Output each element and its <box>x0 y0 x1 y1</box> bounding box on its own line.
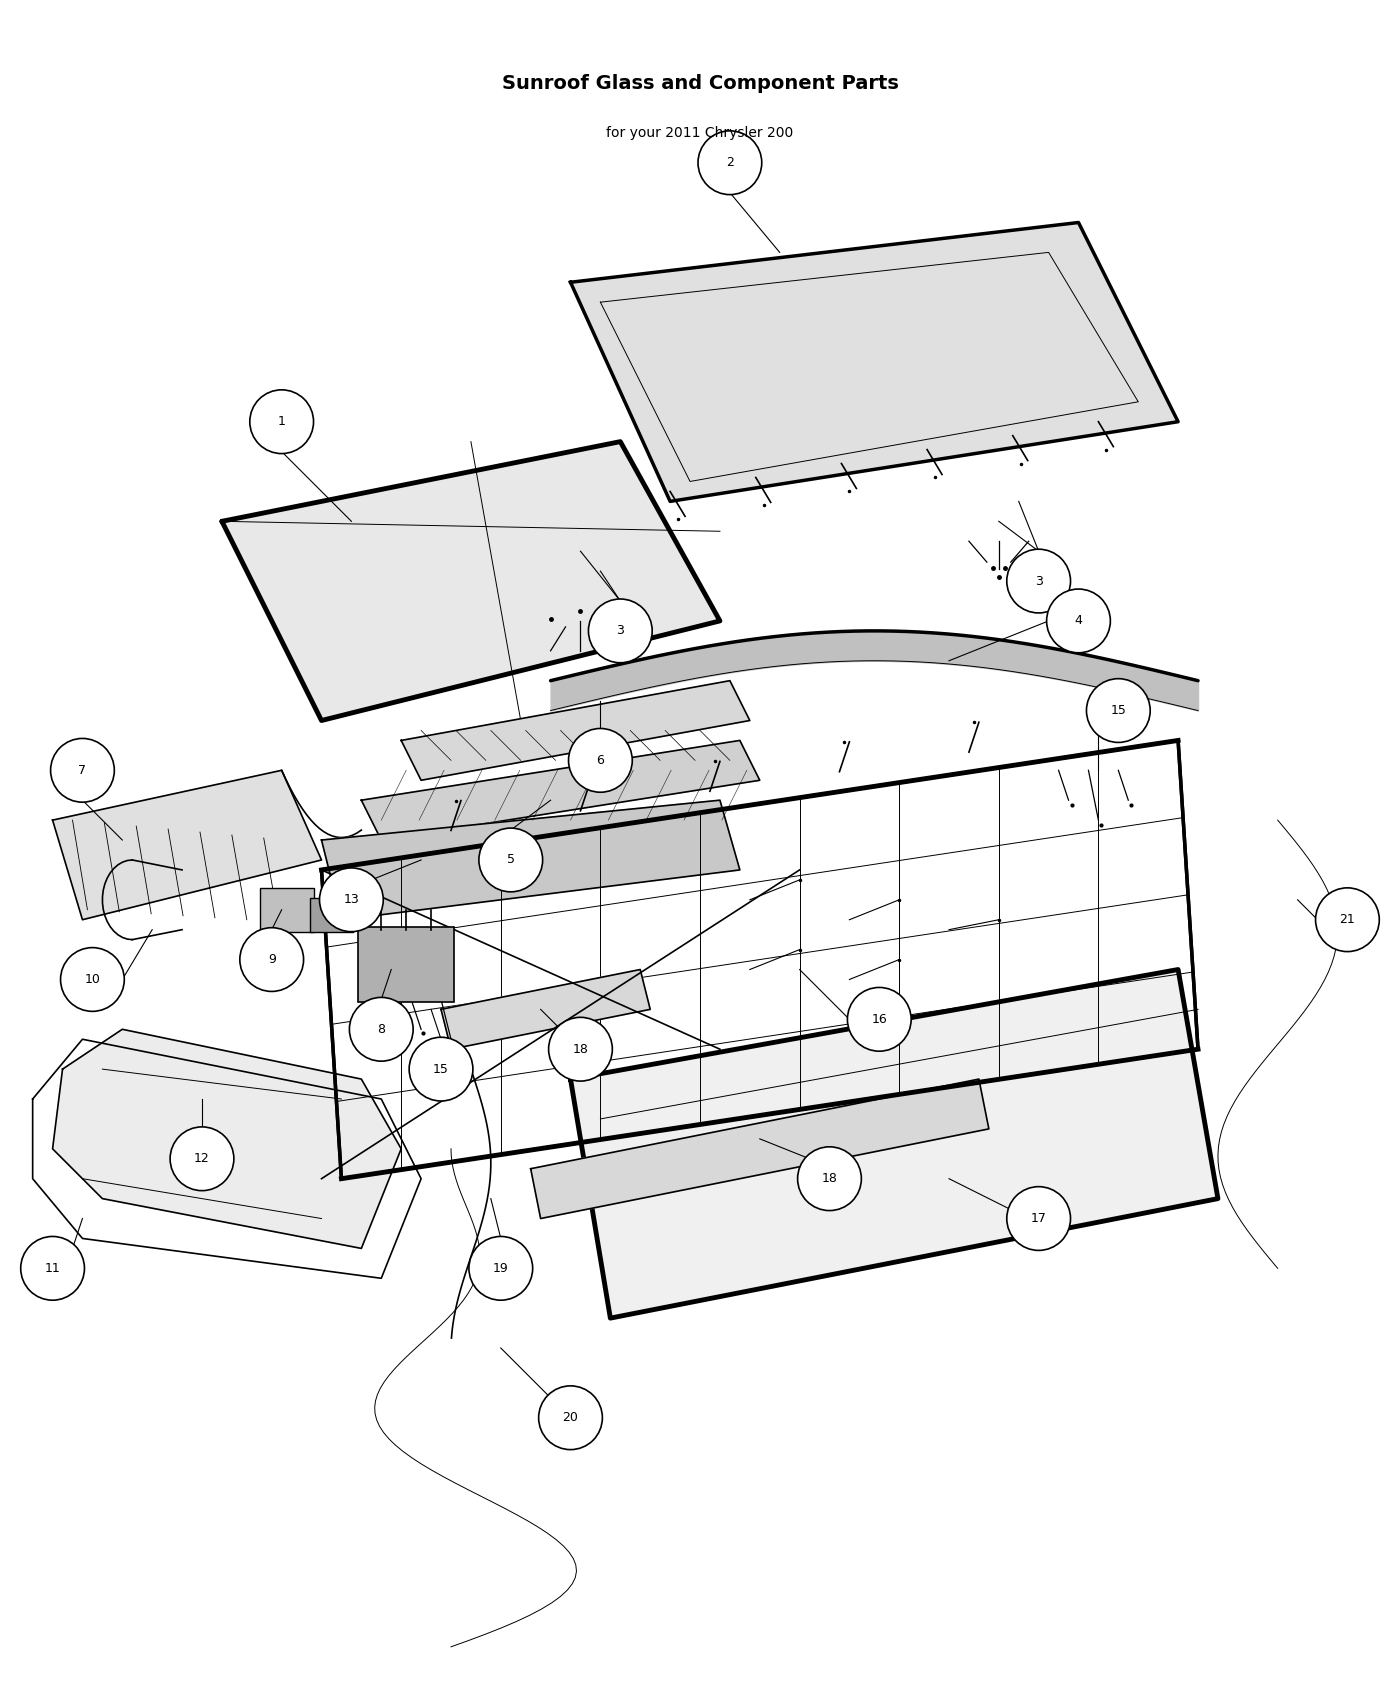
Circle shape <box>699 131 762 194</box>
Text: 12: 12 <box>195 1153 210 1165</box>
Polygon shape <box>531 1080 988 1219</box>
Circle shape <box>350 998 413 1061</box>
Text: 11: 11 <box>45 1261 60 1275</box>
Text: 4: 4 <box>1075 614 1082 627</box>
Text: 3: 3 <box>616 624 624 638</box>
Text: 5: 5 <box>507 853 515 867</box>
Circle shape <box>319 869 384 932</box>
Text: 6: 6 <box>596 753 605 767</box>
Circle shape <box>588 598 652 663</box>
Polygon shape <box>53 770 322 920</box>
Circle shape <box>249 389 314 454</box>
Circle shape <box>549 1017 612 1081</box>
Text: 17: 17 <box>1030 1212 1047 1226</box>
Circle shape <box>539 1386 602 1450</box>
FancyBboxPatch shape <box>358 927 454 1003</box>
Circle shape <box>568 729 633 792</box>
Circle shape <box>1007 549 1071 614</box>
Text: 15: 15 <box>1110 704 1126 717</box>
Polygon shape <box>53 1028 402 1248</box>
Polygon shape <box>223 442 720 721</box>
Text: 3: 3 <box>1035 575 1043 588</box>
Text: 10: 10 <box>84 972 101 986</box>
Polygon shape <box>361 741 760 840</box>
Polygon shape <box>322 801 739 920</box>
Circle shape <box>409 1037 473 1102</box>
Circle shape <box>469 1236 532 1300</box>
Text: 19: 19 <box>493 1261 508 1275</box>
Circle shape <box>479 828 543 892</box>
Text: 18: 18 <box>573 1042 588 1056</box>
Text: for your 2011 Chrysler 200: for your 2011 Chrysler 200 <box>606 126 794 139</box>
Text: 2: 2 <box>727 156 734 170</box>
Circle shape <box>1316 887 1379 952</box>
Circle shape <box>1086 678 1151 743</box>
Circle shape <box>239 928 304 991</box>
Circle shape <box>60 947 125 1012</box>
Circle shape <box>1007 1187 1071 1251</box>
Polygon shape <box>441 969 650 1049</box>
FancyBboxPatch shape <box>260 887 314 932</box>
Circle shape <box>21 1236 84 1300</box>
Circle shape <box>847 988 911 1051</box>
FancyBboxPatch shape <box>309 898 353 932</box>
Text: 20: 20 <box>563 1411 578 1425</box>
Polygon shape <box>571 223 1177 502</box>
Circle shape <box>171 1127 234 1190</box>
Text: 8: 8 <box>377 1023 385 1035</box>
Circle shape <box>1047 588 1110 653</box>
Text: Sunroof Glass and Component Parts: Sunroof Glass and Component Parts <box>501 73 899 92</box>
Circle shape <box>798 1148 861 1210</box>
Text: 18: 18 <box>822 1173 837 1185</box>
Text: 9: 9 <box>267 954 276 966</box>
Text: 16: 16 <box>871 1013 888 1025</box>
Circle shape <box>50 738 115 802</box>
Text: 1: 1 <box>277 415 286 428</box>
Text: 15: 15 <box>433 1062 449 1076</box>
Text: 21: 21 <box>1340 913 1355 927</box>
Text: 7: 7 <box>78 763 87 777</box>
Text: 13: 13 <box>343 892 360 906</box>
Polygon shape <box>571 969 1218 1318</box>
Polygon shape <box>402 680 750 780</box>
